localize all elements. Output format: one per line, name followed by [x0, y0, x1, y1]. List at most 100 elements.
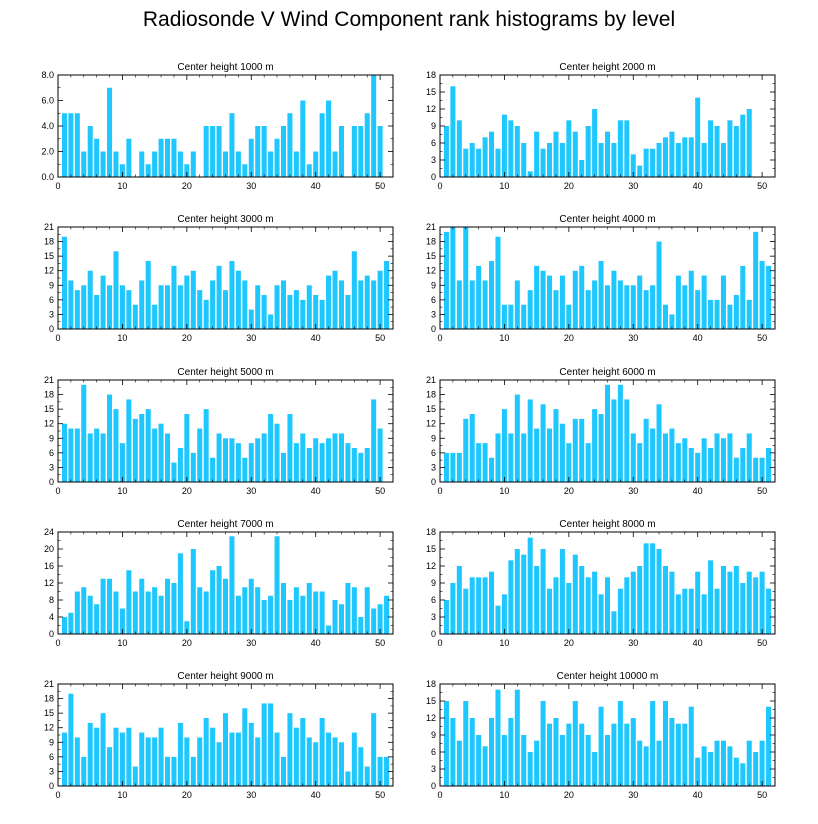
x-tick-label: 40 [311, 181, 321, 191]
histogram-bar [469, 414, 475, 482]
histogram-bar [300, 718, 306, 786]
histogram-bar [184, 275, 190, 329]
x-tick-label: 0 [55, 333, 60, 343]
histogram-bar [87, 433, 93, 482]
histogram-bar [145, 164, 151, 177]
histogram-bar [113, 727, 119, 786]
histogram-bar [107, 578, 113, 634]
histogram-bar [248, 578, 254, 634]
histogram-bar [766, 265, 772, 329]
histogram-bar [592, 409, 598, 482]
histogram-bar [727, 433, 733, 482]
histogram-bar [306, 285, 312, 329]
histogram-bar [306, 583, 312, 634]
x-tick-label: 20 [564, 333, 574, 343]
histogram-bar [611, 399, 617, 482]
x-tick-label: 30 [628, 181, 638, 191]
histogram-bar [617, 384, 623, 482]
histogram-bar [624, 399, 630, 482]
x-tick-label: 50 [757, 181, 767, 191]
histogram-bar [203, 409, 209, 482]
histogram-bar [650, 148, 656, 177]
histogram-bar [119, 608, 125, 634]
x-tick-label: 50 [375, 486, 385, 496]
y-tick-label: 18 [44, 390, 54, 400]
histogram-bar [637, 740, 643, 786]
histogram-bar [514, 126, 520, 177]
histogram-bar [229, 732, 235, 786]
x-tick-label: 20 [564, 486, 574, 496]
histogram-bar [145, 261, 151, 329]
histogram-bar [384, 595, 390, 634]
histogram-bar [476, 265, 482, 329]
histogram-bar [139, 732, 145, 786]
histogram-bar [242, 457, 248, 482]
histogram-bar [456, 120, 462, 177]
histogram-bar [733, 757, 739, 786]
histogram-bar [229, 261, 235, 329]
histogram-bar [132, 304, 138, 329]
histogram-bar [100, 151, 106, 177]
x-tick-label: 40 [311, 333, 321, 343]
histogram-bar [293, 727, 299, 786]
histogram-bar [190, 452, 196, 482]
panel-title: Center height 1000 m [177, 62, 273, 73]
y-tick-label: 21 [426, 222, 436, 232]
histogram-bar [746, 740, 752, 786]
histogram-bar [521, 433, 527, 482]
histogram-bar [119, 285, 125, 329]
histogram-bar [662, 137, 668, 177]
histogram-bar [585, 290, 591, 329]
histogram-bar [306, 448, 312, 482]
x-tick-label: 10 [499, 790, 509, 800]
histogram-bar [514, 549, 520, 634]
histogram-bar [287, 295, 293, 329]
y-tick-label: 15 [426, 696, 436, 706]
y-tick-label: 6 [431, 138, 436, 148]
histogram-bar [495, 433, 501, 482]
histogram-bar [592, 752, 598, 786]
histogram-bar [682, 285, 688, 329]
y-tick-label: 15 [426, 404, 436, 414]
main-title: Radiosonde V Wind Component rank histogr… [142, 8, 676, 31]
histogram-bar [714, 740, 720, 786]
panel-title: Center height 10000 m [557, 671, 659, 682]
histogram-bar [727, 571, 733, 634]
histogram-bar [222, 151, 229, 177]
histogram-bar [604, 131, 611, 177]
x-tick-label: 0 [437, 333, 442, 343]
histogram-bar [753, 577, 759, 634]
histogram-bar [501, 735, 507, 786]
y-tick-label: 2.0 [41, 147, 54, 157]
histogram-bar [662, 304, 668, 329]
histogram-bar [669, 131, 675, 177]
histogram-bar [675, 443, 681, 482]
y-tick-label: 8.0 [41, 70, 54, 80]
histogram-bar [326, 438, 332, 482]
histogram-bar [113, 151, 119, 177]
histogram-bar [61, 236, 67, 329]
histogram-bar [87, 126, 93, 177]
histogram-bar [119, 443, 125, 482]
histogram-bar [61, 113, 67, 177]
histogram-bar [720, 566, 726, 634]
x-tick-label: 0 [437, 486, 442, 496]
histogram-bar [559, 423, 565, 482]
histogram-bar [746, 299, 752, 329]
histogram-bar [624, 723, 630, 786]
histogram-bar [132, 766, 138, 786]
histogram-bar [701, 438, 707, 482]
histogram-bar [261, 126, 267, 177]
histogram-bar [489, 131, 495, 177]
histogram-bar [534, 428, 540, 482]
histogram-bar [158, 423, 164, 482]
x-tick-label: 50 [375, 638, 385, 648]
x-tick-label: 50 [375, 181, 385, 191]
y-tick-label: 0 [431, 172, 436, 182]
histogram-bar [669, 314, 675, 329]
histogram-bar [695, 97, 701, 177]
histogram-bar [177, 151, 183, 177]
histogram-bar [585, 443, 591, 482]
y-tick-label: 3 [431, 612, 436, 622]
histogram-panel: Center height 8000 m 0 10 20 30 40 50 0 3 6 9 12 15 1… [426, 519, 776, 648]
